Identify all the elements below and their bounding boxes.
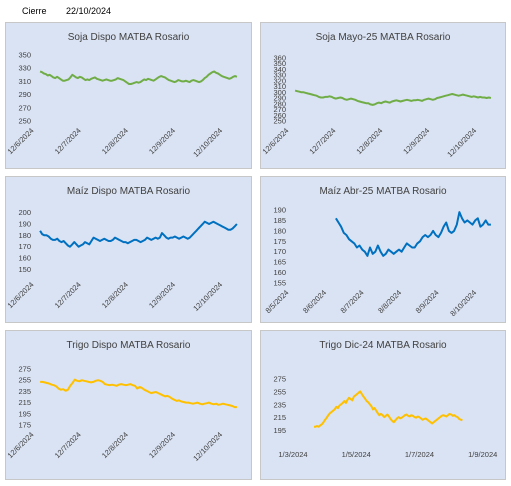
y-tick-label: 350	[18, 51, 31, 60]
y-tick-label: 195	[273, 426, 286, 435]
y-tick-label: 215	[18, 398, 31, 407]
y-tick-label: 160	[273, 268, 286, 277]
chart-panel-soja-mayo: Soja Mayo-25 MATBA Rosario 250 260 270 280 29…	[260, 22, 506, 169]
y-tick-label: 235	[18, 387, 31, 396]
x-tick-label: 8/6/2024	[301, 288, 328, 315]
chart-panel-trigo-dic: Trigo Dic-24 MATBA Rosario 195 215 235 255 27…	[260, 330, 506, 480]
y-tick-label: 270	[18, 103, 31, 112]
y-tick-label: 260	[273, 111, 286, 120]
y-tick-label: 320	[273, 76, 286, 85]
x-tick-label: 12/7/2024	[53, 126, 83, 156]
header-label: Cierre	[22, 6, 47, 16]
y-tick-label: 190	[18, 220, 31, 229]
x-tick-label: 12/7/2024	[53, 430, 83, 460]
y-tick-label: 250	[18, 117, 31, 126]
y-tick-label: 175	[18, 421, 31, 430]
y-tick-label: 360	[273, 53, 286, 62]
y-tick-label: 275	[18, 365, 31, 374]
series-line	[39, 70, 238, 85]
x-tick-label: 12/10/2024	[191, 280, 224, 313]
y-tick-label: 340	[273, 65, 286, 74]
x-tick-label: 12/6/2024	[261, 126, 291, 156]
x-tick-label: 12/10/2024	[445, 126, 478, 159]
y-tick-label: 310	[273, 82, 286, 91]
x-tick-label: 12/9/2024	[147, 280, 177, 310]
y-tick-label: 165	[273, 258, 286, 267]
x-tick-label: 1/9/2024	[468, 450, 497, 459]
y-tick-label: 290	[18, 90, 31, 99]
y-tick-label: 330	[18, 64, 31, 73]
y-tick-label: 270	[273, 105, 286, 114]
chart-svg-trigo-dispo: Trigo Dispo MATBA Rosario 175 195 215 235 255…	[6, 340, 237, 463]
y-tick-label: 255	[18, 376, 31, 385]
y-tick-label: 180	[18, 231, 31, 240]
x-tick-label: 12/9/2024	[147, 430, 177, 460]
x-tick-label: 12/8/2024	[100, 280, 130, 310]
x-tick-label: 8/5/2024	[264, 288, 291, 315]
y-tick-label: 200	[18, 208, 31, 217]
chart-panel-maiz-abr: Maíz Abr-25 MATBA Rosario 155 160 165 170 175…	[260, 176, 506, 323]
chart-panel-trigo-dispo: Trigo Dispo MATBA Rosario 175 195 215 235 255…	[5, 330, 252, 480]
y-tick-label: 185	[273, 216, 286, 225]
chart-panel-soja-dispo: Soja Dispo MATBA Rosario 250 270 290 310 330 3…	[5, 22, 252, 169]
chart-svg-trigo-dic: Trigo Dic-24 MATBA Rosario 195 215 235 255 27…	[273, 340, 497, 459]
header-date: 22/10/2024	[66, 6, 112, 16]
y-tick-label: 290	[273, 94, 286, 103]
series-line	[294, 89, 492, 106]
y-tick-label: 170	[18, 242, 31, 251]
y-tick-label: 215	[273, 413, 286, 422]
x-tick-label: 12/8/2024	[100, 430, 130, 460]
y-tick-label: 275	[273, 375, 286, 384]
y-tick-label: 150	[18, 265, 31, 274]
y-tick-label: 330	[273, 71, 286, 80]
x-tick-label: 12/10/2024	[191, 430, 224, 463]
x-tick-label: 8/9/2024	[414, 288, 441, 315]
x-tick-label: 12/9/2024	[147, 126, 177, 156]
chart-title: Soja Mayo-25 MATBA Rosario	[316, 32, 451, 43]
x-tick-label: 12/8/2024	[354, 126, 384, 156]
y-tick-label: 155	[273, 279, 286, 288]
y-tick-label: 195	[18, 409, 31, 418]
chart-title: Trigo Dispo MATBA Rosario	[67, 340, 191, 351]
y-tick-label: 350	[273, 59, 286, 68]
x-tick-label: 12/9/2024	[401, 126, 431, 156]
y-tick-label: 175	[273, 237, 286, 246]
y-tick-label: 255	[273, 388, 286, 397]
x-tick-label: 12/7/2024	[53, 280, 83, 310]
x-tick-label: 8/8/2024	[376, 288, 403, 315]
x-tick-label: 8/7/2024	[339, 288, 366, 315]
chart-svg-soja-dispo: Soja Dispo MATBA Rosario 250 270 290 310 330 3…	[6, 32, 238, 159]
chart-title: Trigo Dic-24 MATBA Rosario	[319, 340, 447, 351]
chart-svg-maiz-dispo: Maíz Dispo MATBA Rosario 150 160 170 180 190 2…	[6, 186, 238, 313]
x-tick-label: 8/10/2024	[448, 288, 478, 318]
x-tick-label: 12/10/2024	[191, 126, 224, 159]
series-line	[40, 378, 237, 409]
y-tick-label: 310	[18, 77, 31, 86]
x-tick-label: 12/6/2024	[6, 280, 36, 310]
chart-title: Maíz Dispo MATBA Rosario	[67, 186, 191, 197]
chart-panel-maiz-dispo: Maíz Dispo MATBA Rosario 150 160 170 180 190 2…	[5, 176, 252, 323]
y-tick-label: 235	[273, 400, 286, 409]
chart-title: Maíz Abr-25 MATBA Rosario	[319, 186, 447, 197]
y-tick-label: 300	[273, 88, 286, 97]
y-tick-label: 170	[273, 247, 286, 256]
x-tick-label: 12/7/2024	[307, 126, 337, 156]
y-tick-label: 250	[273, 117, 286, 126]
x-tick-label: 12/6/2024	[6, 126, 36, 156]
x-tick-label: 1/5/2024	[342, 450, 371, 459]
series-line	[39, 220, 238, 248]
series-line	[335, 211, 491, 257]
x-tick-label: 12/8/2024	[100, 126, 130, 156]
series-line	[314, 390, 463, 428]
chart-title: Soja Dispo MATBA Rosario	[68, 32, 190, 43]
y-tick-label: 160	[18, 254, 31, 263]
y-tick-label: 280	[273, 99, 286, 108]
chart-svg-soja-mayo: Soja Mayo-25 MATBA Rosario 25026027028029…	[261, 32, 492, 159]
y-tick-label: 190	[273, 206, 286, 215]
x-tick-label: 1/3/2024	[278, 450, 307, 459]
x-tick-label: 12/6/2024	[6, 430, 36, 460]
x-tick-label: 1/7/2024	[405, 450, 434, 459]
y-tick-label: 180	[273, 226, 286, 235]
